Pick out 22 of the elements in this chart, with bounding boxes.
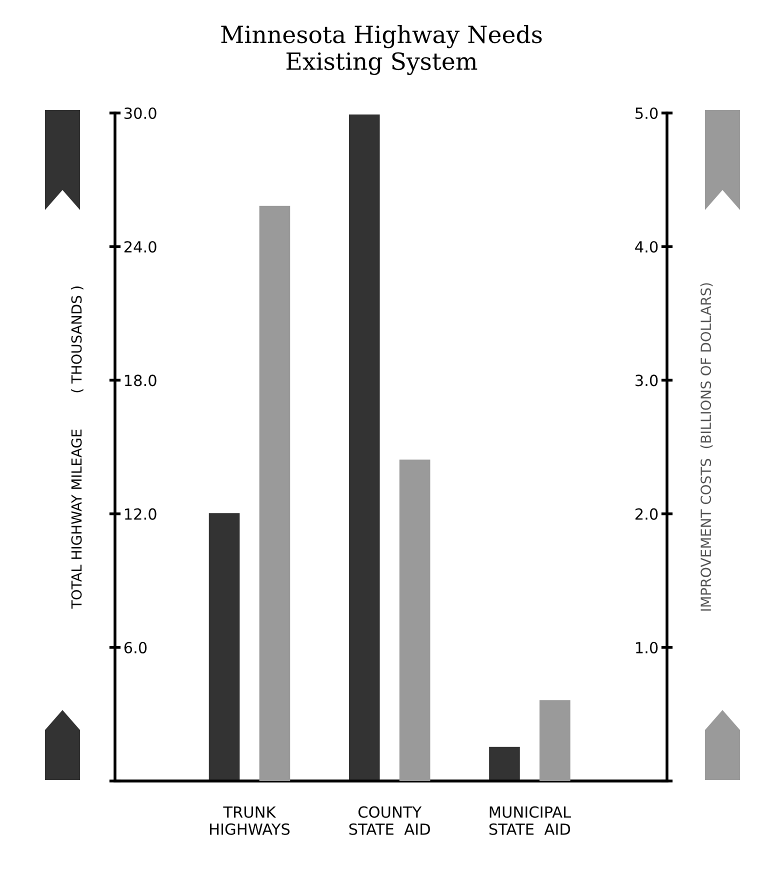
chart-title: Minnesota Highway Needs Existing System: [221, 25, 542, 75]
x-tick-label: TRUNK HIGHWAYS: [210, 806, 290, 835]
y-tick-label: 6.0: [124, 642, 147, 654]
y2-tick-label: 2.0: [635, 508, 658, 520]
y-tick-label: 30.0: [124, 107, 156, 120]
bar: [540, 700, 570, 781]
x-tick-label: COUNTY STATE AID: [349, 806, 430, 835]
y-tick-label: 24.0: [124, 241, 156, 253]
bar: [259, 206, 290, 781]
y-tick-label: 12.0: [125, 508, 156, 520]
y2-tick-label: 4.0: [635, 241, 658, 253]
bar: [399, 460, 430, 781]
y-axis-title: TOTAL HIGHWAY MILEAGE ( THOUSANDS ): [71, 286, 84, 609]
x-tick-label: MUNICIPAL STATE AID: [489, 806, 571, 835]
y-tick-label: 18.0: [125, 374, 156, 386]
bar: [489, 746, 520, 781]
bar: [348, 114, 380, 781]
y2-tick-label: 3.0: [636, 374, 658, 386]
y2-axis-title: IMPROVEMENT COSTS (BILLIONS OF DOLLARS): [700, 283, 713, 611]
bar: [208, 513, 240, 781]
y2-tick-label: 1.0: [636, 642, 658, 654]
y2-tick-label: 5.0: [636, 107, 658, 120]
